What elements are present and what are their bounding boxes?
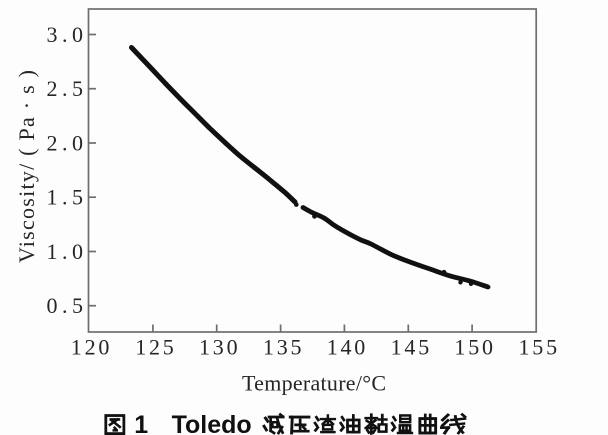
svg-text:1: 1 <box>134 411 148 435</box>
svg-text:140: 140 <box>327 335 368 360</box>
svg-text:1.5: 1.5 <box>47 185 88 210</box>
svg-text:3.0: 3.0 <box>47 22 88 47</box>
svg-text:Viscosity/ ( Pa · s ): Viscosity/ ( Pa · s ) <box>14 70 39 263</box>
svg-text:120: 120 <box>71 335 112 360</box>
svg-text:135: 135 <box>263 335 304 360</box>
svg-text:2.0: 2.0 <box>47 130 88 155</box>
svg-text:Toledo: Toledo <box>172 411 252 435</box>
svg-text:155: 155 <box>518 335 559 360</box>
svg-text:130: 130 <box>199 335 240 360</box>
svg-text:1.0: 1.0 <box>47 239 88 264</box>
svg-text:145: 145 <box>391 335 432 360</box>
svg-text:2.5: 2.5 <box>47 76 88 101</box>
svg-text:125: 125 <box>135 335 176 360</box>
svg-text:0.5: 0.5 <box>47 293 88 318</box>
svg-text:150: 150 <box>454 335 495 360</box>
svg-text:Temperature/°C: Temperature/°C <box>242 371 386 396</box>
